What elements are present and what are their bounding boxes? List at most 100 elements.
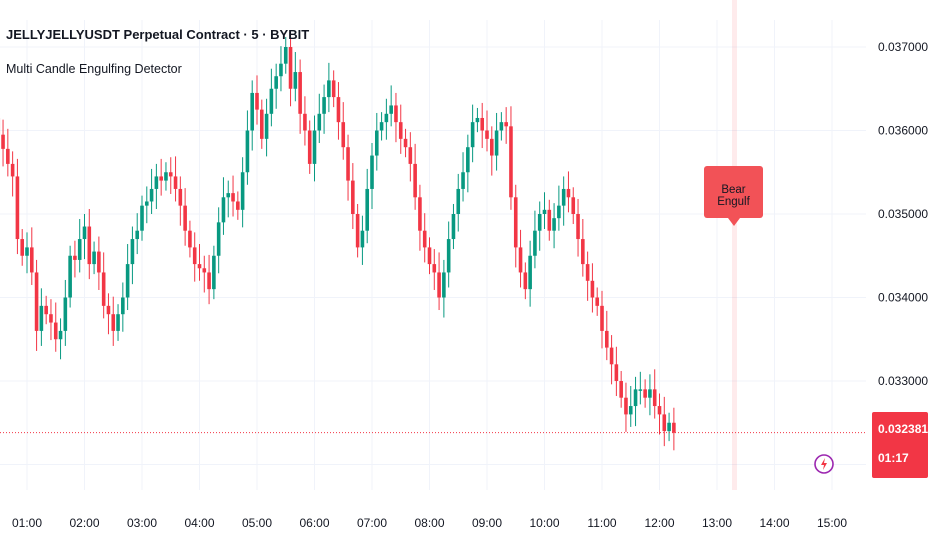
candle-body[interactable] (672, 423, 676, 433)
candle-body[interactable] (490, 139, 494, 156)
candle-body[interactable] (404, 139, 408, 147)
candle-body[interactable] (341, 122, 345, 147)
candle-body[interactable] (241, 172, 245, 210)
candle-body[interactable] (337, 97, 341, 122)
candle-body[interactable] (111, 314, 115, 331)
candle-body[interactable] (226, 193, 230, 197)
candle-body[interactable] (64, 298, 68, 331)
candle-body[interactable] (102, 272, 106, 305)
candle-body[interactable] (509, 126, 513, 197)
candle-body[interactable] (619, 381, 623, 398)
candle-body[interactable] (159, 176, 163, 180)
candle-body[interactable] (591, 281, 595, 298)
candle-body[interactable] (452, 214, 456, 239)
candle-body[interactable] (116, 314, 120, 331)
candle-body[interactable] (6, 149, 10, 164)
candle-body[interactable] (11, 164, 15, 177)
candle-body[interactable] (538, 214, 542, 231)
candle-body[interactable] (188, 231, 192, 248)
candle-body[interactable] (145, 201, 149, 205)
candle-body[interactable] (183, 206, 187, 231)
candle-body[interactable] (155, 176, 159, 189)
candle-body[interactable] (365, 189, 369, 231)
candle-body[interactable] (389, 105, 393, 113)
candle-body[interactable] (131, 239, 135, 264)
candle-body[interactable] (476, 118, 480, 122)
candle-body[interactable] (653, 389, 657, 406)
candle-body[interactable] (16, 176, 20, 239)
candle-body[interactable] (231, 193, 235, 201)
candle-body[interactable] (289, 47, 293, 89)
candle-body[interactable] (222, 197, 226, 222)
candle-body[interactable] (164, 172, 168, 180)
candle-body[interactable] (504, 122, 508, 126)
candle-body[interactable] (385, 114, 389, 122)
candle-body[interactable] (519, 247, 523, 272)
candle-body[interactable] (610, 348, 614, 365)
candle-body[interactable] (44, 306, 48, 314)
candle-body[interactable] (59, 331, 63, 339)
candle-body[interactable] (581, 239, 585, 264)
candle-body[interactable] (279, 64, 283, 77)
candle-body[interactable] (202, 268, 206, 272)
candle-body[interactable] (639, 389, 643, 391)
candle-body[interactable] (466, 147, 470, 172)
candle-body[interactable] (567, 189, 571, 197)
candle-body[interactable] (409, 147, 413, 164)
candle-body[interactable] (615, 364, 619, 381)
candle-body[interactable] (78, 239, 82, 260)
candle-body[interactable] (485, 131, 489, 139)
candle-body[interactable] (524, 272, 528, 289)
candle-body[interactable] (471, 122, 475, 147)
candle-body[interactable] (380, 122, 384, 130)
candle-body[interactable] (658, 406, 662, 414)
candle-body[interactable] (514, 197, 518, 247)
candle-body[interactable] (557, 206, 561, 219)
candle-body[interactable] (126, 264, 130, 297)
candle-body[interactable] (634, 389, 638, 406)
candle-body[interactable] (629, 406, 633, 414)
candle-body[interactable] (246, 131, 250, 173)
candle-body[interactable] (92, 252, 96, 265)
candle-body[interactable] (605, 331, 609, 348)
candle-body[interactable] (135, 231, 139, 239)
candle-body[interactable] (356, 214, 360, 247)
candle-body[interactable] (547, 210, 551, 231)
candle-body[interactable] (54, 323, 58, 340)
candle-body[interactable] (40, 306, 44, 331)
candle-body[interactable] (198, 264, 202, 268)
candle-body[interactable] (250, 93, 254, 131)
candle-body[interactable] (121, 298, 125, 315)
candle-body[interactable] (571, 197, 575, 214)
candle-body[interactable] (179, 189, 183, 206)
candle-body[interactable] (442, 272, 446, 297)
candle-body[interactable] (643, 389, 647, 397)
candle-body[interactable] (586, 264, 590, 281)
candle-body[interactable] (461, 172, 465, 189)
candle-body[interactable] (456, 189, 460, 214)
candle-body[interactable] (207, 272, 211, 289)
candle-body[interactable] (432, 264, 436, 272)
candle-body[interactable] (447, 239, 451, 272)
candle-body[interactable] (212, 256, 216, 289)
candle-body[interactable] (20, 239, 24, 256)
candle-body[interactable] (255, 93, 259, 110)
candle-body[interactable] (83, 227, 87, 240)
candle-body[interactable] (30, 247, 34, 272)
candle-body[interactable] (236, 201, 240, 209)
candle-body[interactable] (265, 114, 269, 139)
candle-body[interactable] (327, 80, 331, 97)
indicator-name[interactable]: Multi Candle Engulfing Detector (6, 62, 182, 76)
candle-body[interactable] (600, 306, 604, 331)
candle-body[interactable] (49, 314, 53, 322)
candle-body[interactable] (576, 214, 580, 239)
candle-body[interactable] (394, 105, 398, 122)
candle-body[interactable] (193, 247, 197, 264)
candle-body[interactable] (624, 398, 628, 415)
candle-body[interactable] (140, 206, 144, 231)
candle-body[interactable] (480, 118, 484, 131)
candle-body[interactable] (317, 114, 321, 131)
candle-body[interactable] (399, 122, 403, 139)
candle-body[interactable] (97, 252, 101, 273)
